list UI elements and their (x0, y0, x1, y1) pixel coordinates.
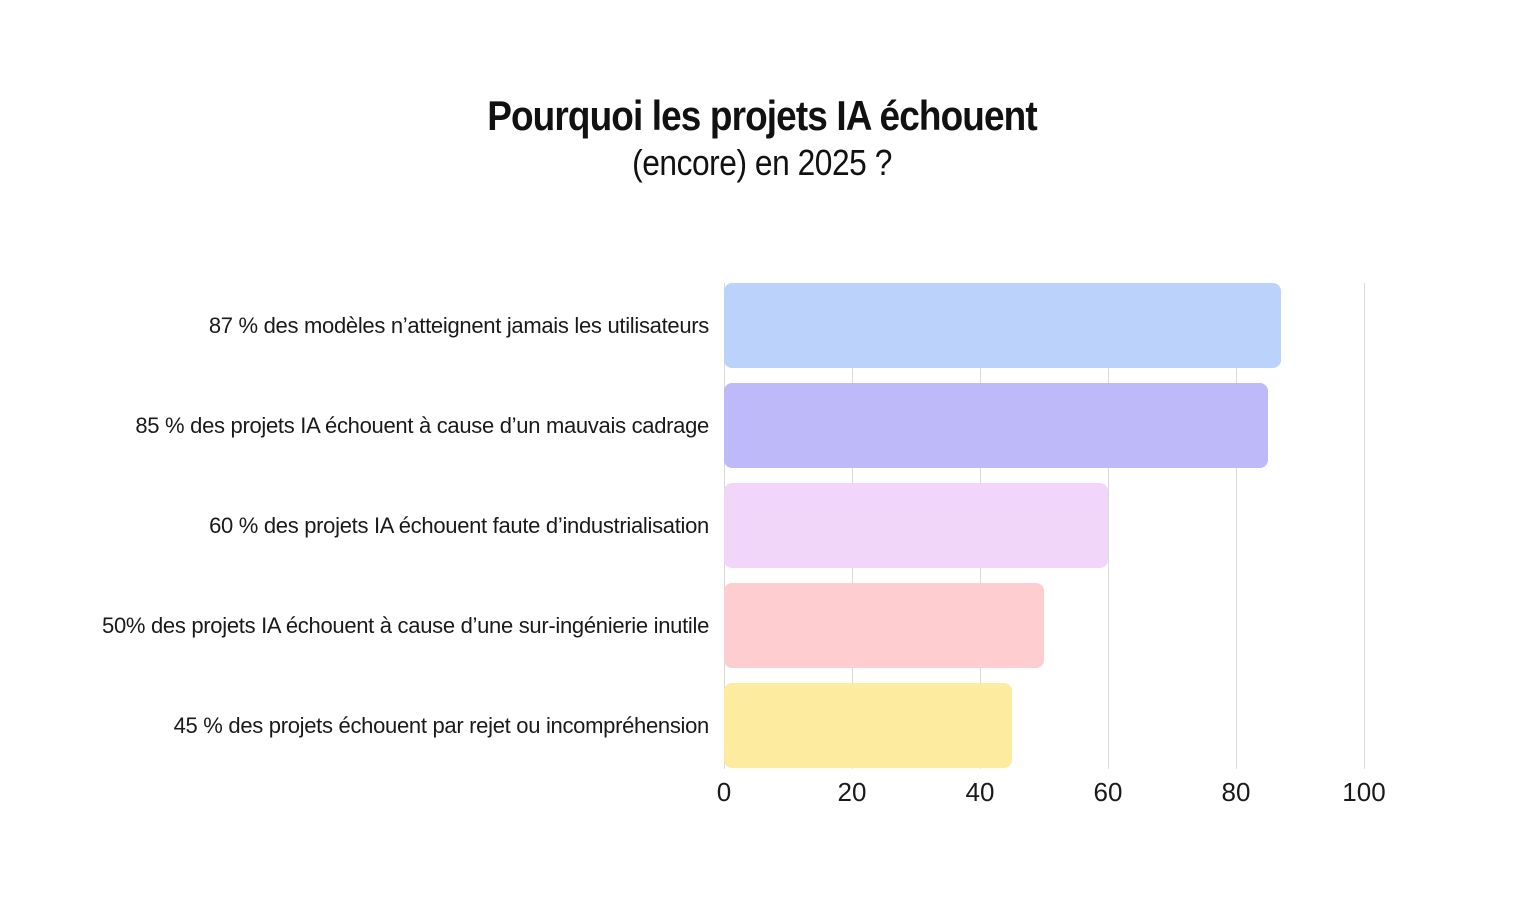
bar-2 (724, 383, 1268, 468)
x-tick-label-40: 40 (965, 777, 995, 807)
x-tick-label-60: 60 (1093, 777, 1123, 807)
chart-title-line1: Pourquoi les projets IA échouent (487, 92, 1037, 139)
gridline-100 (1364, 283, 1365, 769)
x-axis: 0 20 40 60 80 100 (717, 777, 1386, 811)
chart-title-line2: (encore) en 2025 ? (632, 142, 892, 184)
bar-4 (724, 583, 1044, 668)
category-labels-column: 87 % des modèles n’atteignent jamais les… (0, 283, 709, 769)
x-tick-label-80: 80 (1221, 777, 1251, 807)
gridline-60 (1108, 283, 1109, 769)
plot-area (724, 283, 1365, 769)
chart-title: Pourquoi les projets IA échouent (encore… (91, 92, 1432, 185)
category-label-2: 85 % des projets IA échouent à cause d’u… (135, 412, 709, 438)
bar-5 (724, 683, 1012, 768)
x-tick-label-0: 0 (716, 777, 732, 807)
category-label-1: 87 % des modèles n’atteignent jamais les… (208, 312, 709, 338)
bar-3 (724, 483, 1108, 568)
x-tick-label-20: 20 (837, 777, 867, 807)
gridline-80 (1236, 283, 1237, 769)
bar-1 (724, 283, 1281, 368)
category-label-3: 60 % des projets IA échouent faute d’ind… (209, 512, 709, 538)
category-label-5: 45 % des projets échouent par rejet ou i… (173, 712, 710, 738)
x-tick-label-100: 100 (1342, 777, 1386, 807)
category-label-4: 50% des projets IA échouent à cause d’un… (102, 612, 709, 638)
